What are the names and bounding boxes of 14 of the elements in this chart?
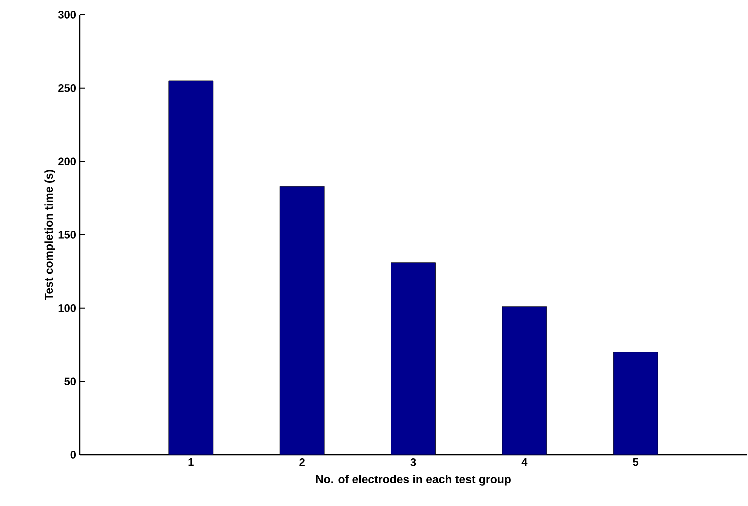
x-tick-label: 1: [188, 458, 194, 466]
x-axis-title: No. of electrodes in each test group: [316, 475, 511, 486]
x-tick-label: 2: [300, 458, 305, 466]
y-tick-label: 0: [70, 451, 76, 459]
y-tick-label: 50: [64, 378, 76, 386]
x-tick-label: 3: [410, 458, 416, 466]
y-tick-label: 200: [58, 158, 76, 166]
y-tick-label: 250: [58, 84, 76, 92]
y-tick-label: 300: [58, 11, 76, 19]
y-tick-label: 150: [58, 231, 76, 239]
x-tick-label: 5: [633, 458, 639, 466]
y-axis-title: Test completion time (s): [44, 170, 56, 300]
y-tick-label: 100: [58, 304, 76, 312]
x-tick-label: 4: [522, 458, 528, 466]
